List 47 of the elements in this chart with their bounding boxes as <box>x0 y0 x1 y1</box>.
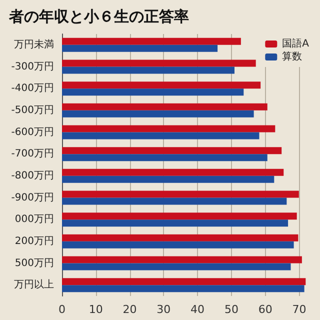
bar <box>62 125 276 132</box>
bar <box>62 176 274 183</box>
y-tick-label: -700万円 <box>11 148 54 160</box>
y-tick-label: -600万円 <box>11 126 54 138</box>
x-tick-label: 20 <box>122 303 137 316</box>
x-tick-label: 40 <box>190 303 205 316</box>
bar <box>62 38 241 45</box>
bar <box>62 60 256 67</box>
x-tick-label: 70 <box>292 303 306 316</box>
y-tick-label: 000万円 <box>14 214 54 226</box>
bar <box>62 263 291 270</box>
bar <box>62 103 268 110</box>
y-tick-label: 万円以上 <box>14 278 54 291</box>
y-tick-label: 200万円 <box>14 236 54 247</box>
x-tick-label: 60 <box>258 303 272 316</box>
bar <box>62 234 298 242</box>
legend-label: 算数 <box>282 50 302 62</box>
bar <box>62 147 282 154</box>
bar <box>62 220 288 227</box>
bar <box>62 44 218 52</box>
bar <box>62 168 284 176</box>
y-tick-label: -500万円 <box>11 104 54 116</box>
bar <box>62 198 287 205</box>
x-tick-label: 0 <box>58 303 66 316</box>
bar <box>62 132 260 140</box>
bar <box>62 285 304 292</box>
y-tick-label: -400万円 <box>11 83 54 94</box>
bar <box>62 82 261 89</box>
bar <box>62 241 294 248</box>
x-tick-label: 50 <box>224 303 238 316</box>
bar <box>62 212 297 220</box>
bar <box>62 256 302 264</box>
legend-label: 国語A <box>282 38 310 50</box>
x-tick-label: 10 <box>88 303 103 316</box>
bar <box>62 88 244 96</box>
bar <box>62 154 268 162</box>
chart-title: 者の年収と小６生の正答率 <box>8 8 189 26</box>
y-tick-label: 万円未満 <box>14 38 54 50</box>
y-tick-label: -800万円 <box>11 170 54 182</box>
y-tick-label: -900万円 <box>11 192 54 204</box>
x-tick-label: 30 <box>156 303 171 316</box>
bar <box>62 66 234 74</box>
bar <box>62 278 306 286</box>
y-tick-label: -300万円 <box>11 61 54 72</box>
bar <box>62 190 299 198</box>
y-tick-label: 500万円 <box>14 258 54 269</box>
bar <box>62 110 254 118</box>
